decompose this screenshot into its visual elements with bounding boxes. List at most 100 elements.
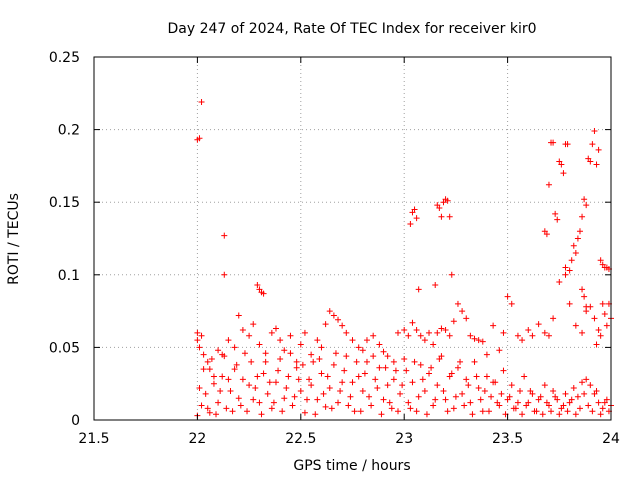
data-point-marker [359,387,366,394]
data-point-marker [200,351,207,358]
x-tick-label: 21.5 [78,431,109,447]
data-point-marker [574,393,581,400]
data-point-marker [550,315,557,322]
data-point-marker [231,366,238,373]
data-point-marker [475,385,482,392]
data-point-marker [378,411,385,418]
data-point-marker [239,326,246,333]
data-point-marker [293,358,300,365]
data-point-marker [587,158,594,165]
data-point-marker [380,396,387,403]
data-point-marker [510,405,517,412]
data-point-marker [457,358,464,365]
data-point-marker [444,197,451,204]
data-point-marker [593,387,600,394]
data-point-marker [545,181,552,188]
data-point-marker [434,382,441,389]
data-point-marker [262,358,269,365]
data-point-marker [397,390,404,397]
data-point-marker [318,344,325,351]
data-point-marker [545,332,552,339]
data-point-marker [287,350,294,357]
data-point-marker [539,411,546,418]
data-point-marker [335,399,342,406]
data-point-marker [221,232,228,239]
data-point-marker [452,393,459,400]
data-point-marker [558,161,565,168]
data-point-marker [572,411,579,418]
data-point-marker [514,399,521,406]
data-point-marker [235,395,242,402]
data-point-marker [448,370,455,377]
data-point-marker [380,348,387,355]
data-point-marker [490,379,497,386]
data-point-marker [550,387,557,394]
data-point-marker [357,408,364,415]
data-point-marker [330,361,337,368]
data-point-marker [237,402,244,409]
data-point-marker [213,411,220,418]
data-point-marker [277,356,284,363]
data-point-marker [366,393,373,400]
data-point-marker [252,385,259,392]
data-point-marker [405,332,412,339]
data-point-marker [436,356,443,363]
data-point-marker [221,271,228,278]
data-point-marker [552,210,559,217]
data-point-marker [541,382,548,389]
data-point-marker [519,411,526,418]
axis-ticks [93,56,612,421]
data-point-marker [572,250,579,257]
data-point-marker [556,279,563,286]
data-point-marker [221,353,228,360]
data-point-marker [430,402,437,409]
data-point-marker [413,326,420,333]
data-point-marker [450,405,457,412]
data-point-marker [372,376,379,383]
data-point-marker [527,387,534,394]
data-point-marker [349,379,356,386]
data-point-marker [550,139,557,146]
data-point-marker [467,332,474,339]
data-point-marker [581,293,588,300]
data-point-marker [335,316,342,323]
data-point-marker [384,382,391,389]
data-point-marker [304,396,311,403]
data-point-marker [198,99,205,106]
data-point-marker [564,141,571,148]
data-point-marker [450,318,457,325]
data-point-marker [595,146,602,153]
data-point-marker [413,408,420,415]
data-point-marker [479,338,486,345]
data-point-marker [277,337,284,344]
data-point-marker [308,351,315,358]
data-point-marker [204,405,211,412]
data-point-marker [479,408,486,415]
data-point-marker [225,376,232,383]
data-point-marker [198,402,205,409]
data-point-marker [363,358,370,365]
data-point-marker [583,202,590,209]
data-point-marker [591,315,598,322]
data-point-marker [215,399,222,406]
data-point-marker [314,337,321,344]
data-point-marker [361,370,368,377]
data-point-marker [316,356,323,363]
data-point-marker [581,390,588,397]
y-axis-label: ROTI / TECUs [6,193,22,285]
data-point-marker [572,322,579,329]
data-point-marker [351,408,358,415]
data-point-marker [599,405,606,412]
data-point-marker [459,390,466,397]
data-point-marker [262,350,269,357]
data-point-marker [500,329,507,336]
data-point-marker [217,387,224,394]
data-point-marker [562,271,569,278]
data-point-marker [477,396,484,403]
data-point-marker [337,387,344,394]
data-point-marker [514,332,521,339]
data-point-marker [568,257,575,264]
data-point-marker [498,390,505,397]
data-point-marker [293,364,300,371]
x-tick-label: 24 [602,431,620,447]
